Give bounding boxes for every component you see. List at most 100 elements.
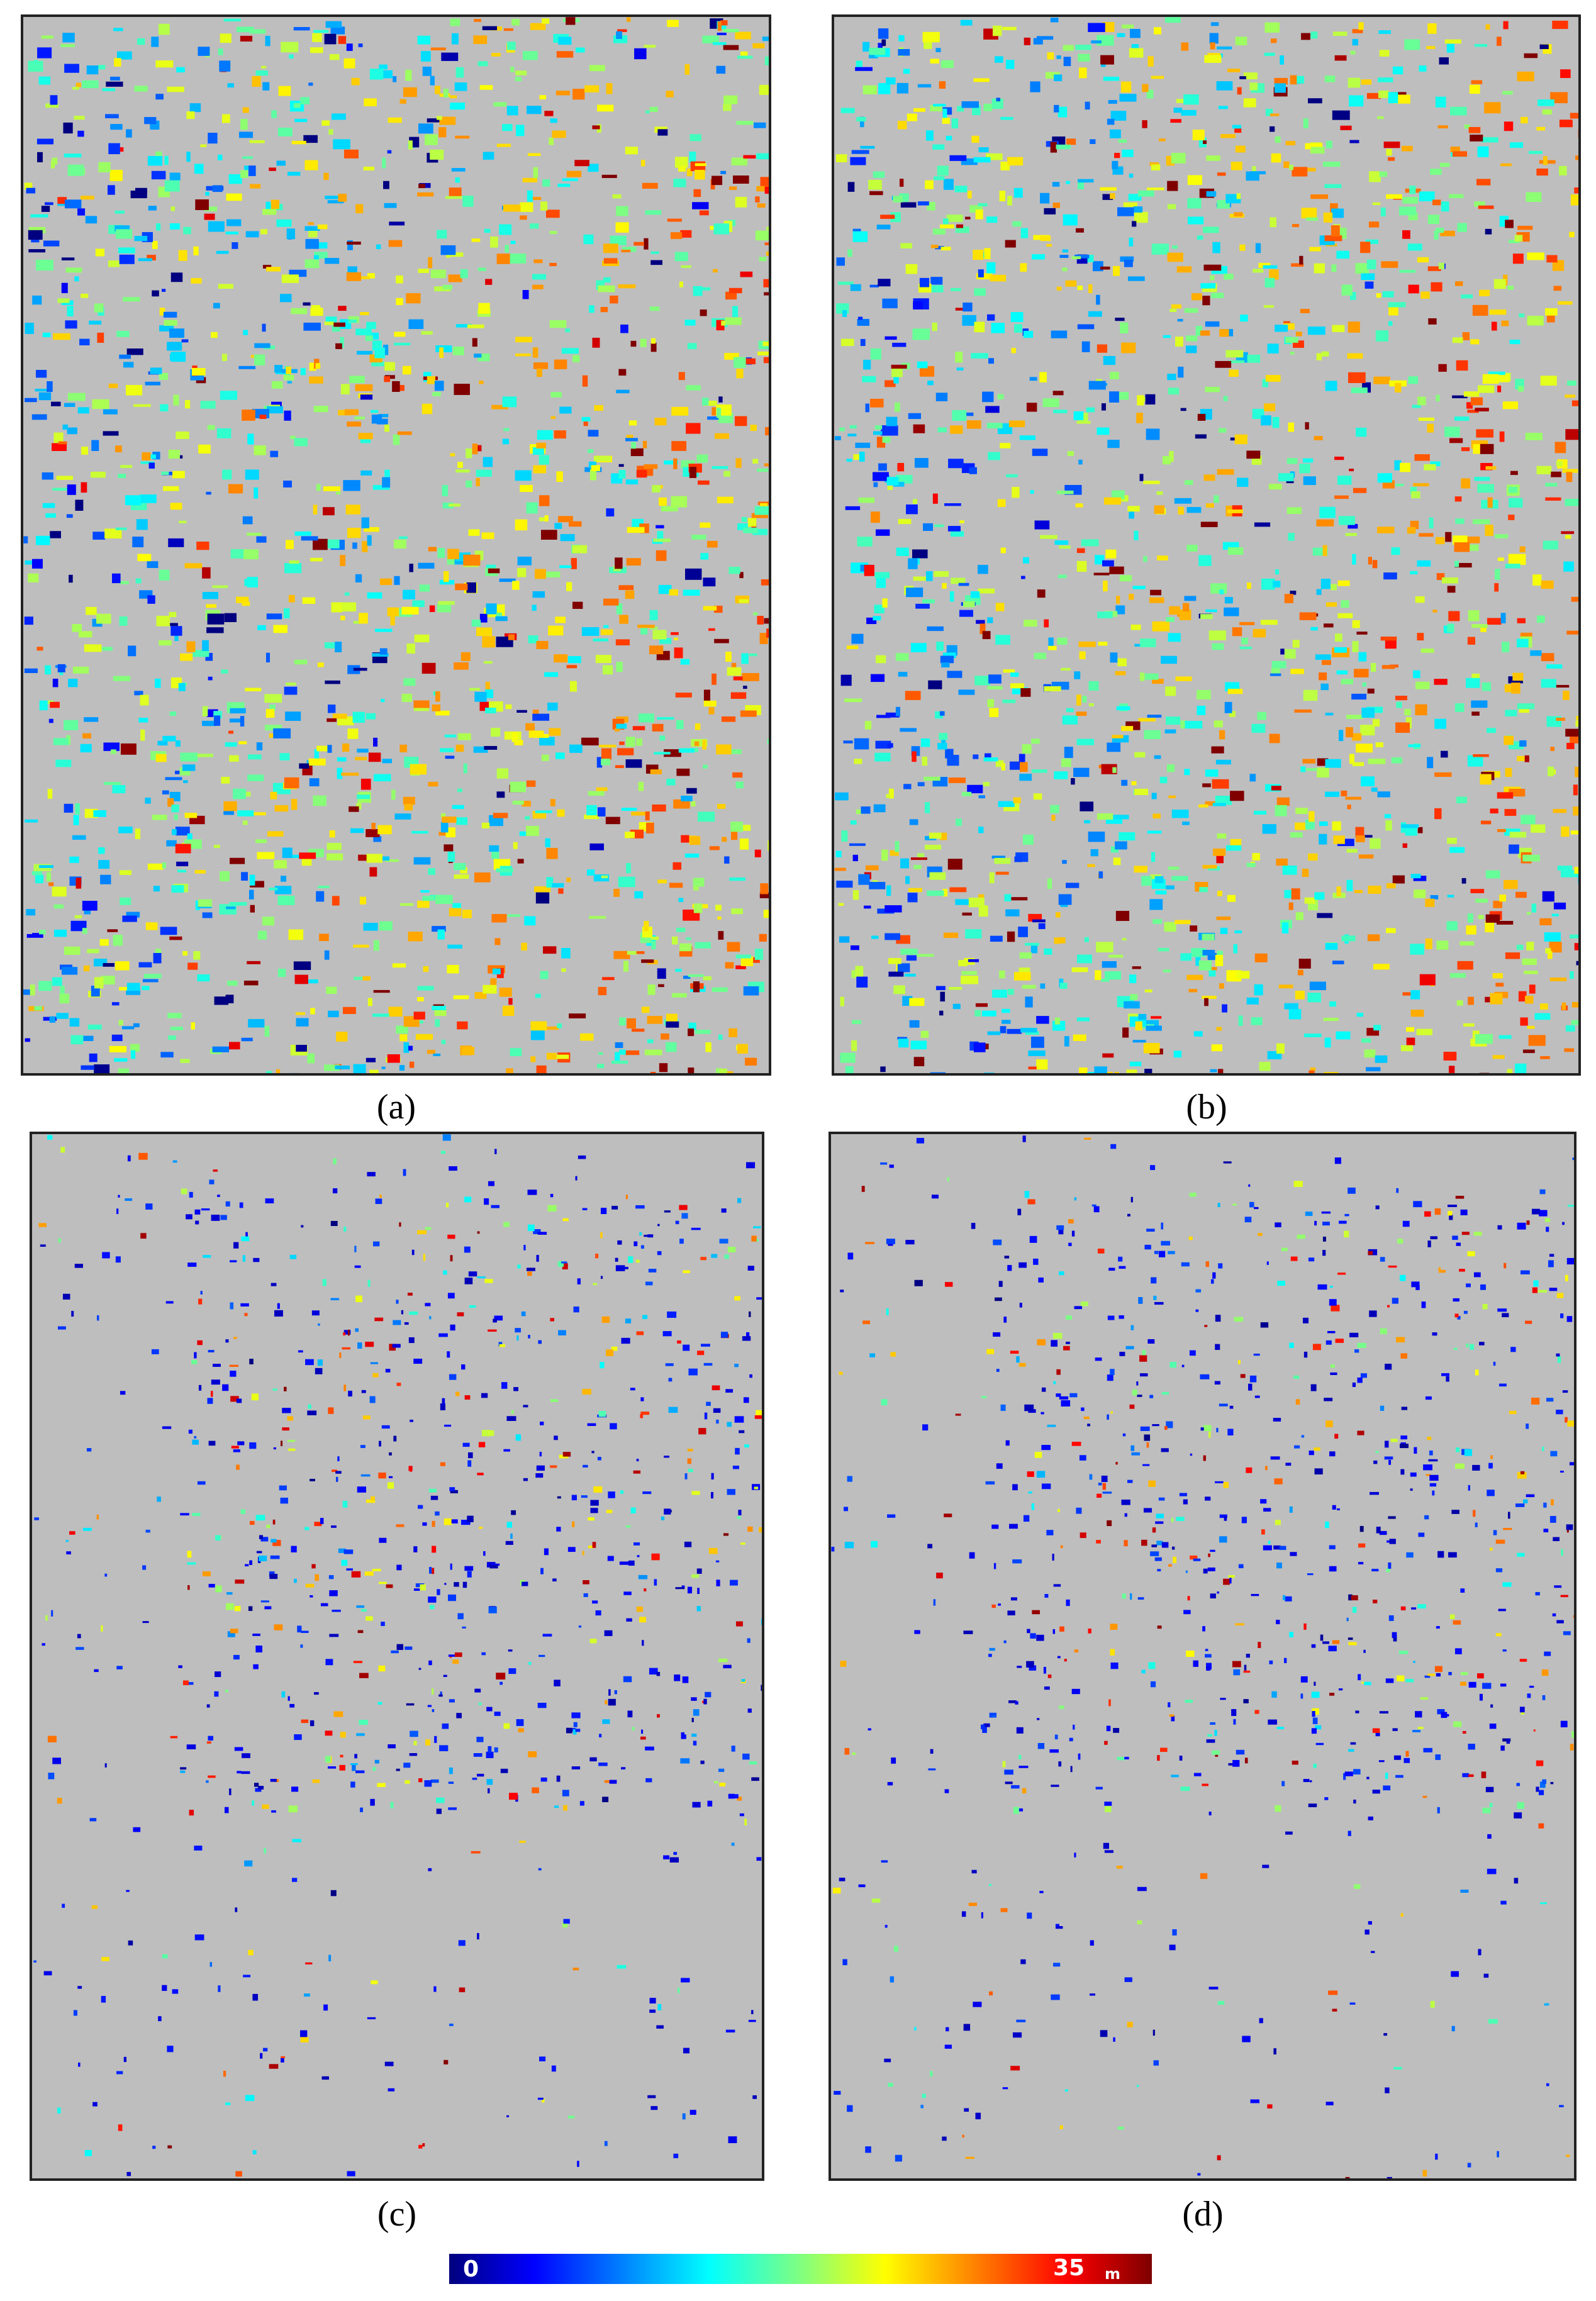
- speckle: [1293, 1375, 1300, 1379]
- speckle: [373, 940, 379, 951]
- speckle: [1529, 984, 1536, 994]
- speckle: [1505, 952, 1521, 959]
- speckle: [1415, 704, 1427, 716]
- speckle: [229, 755, 239, 762]
- speckle: [1368, 557, 1372, 565]
- speckle: [461, 1364, 466, 1370]
- speckle: [1544, 2003, 1549, 2006]
- speckle: [100, 874, 111, 884]
- speckle: [325, 680, 340, 684]
- speckle: [1485, 525, 1493, 537]
- speckle: [1187, 198, 1202, 209]
- speckle: [300, 2037, 309, 2042]
- speckle: [623, 1591, 632, 1595]
- speckle: [1029, 1235, 1037, 1243]
- speckle: [727, 1247, 736, 1252]
- speckle: [913, 108, 925, 112]
- speckle: [202, 640, 209, 651]
- speckle: [305, 1962, 313, 1964]
- speckle: [1215, 759, 1231, 765]
- speckle: [116, 2071, 123, 2075]
- speckle: [1502, 401, 1519, 410]
- speckle: [1308, 1803, 1317, 1807]
- speckle: [220, 391, 237, 400]
- speckle: [1183, 1499, 1188, 1505]
- speckle: [647, 2095, 656, 2098]
- speckle: [1197, 235, 1203, 240]
- speckle: [85, 216, 98, 224]
- speckle: [1531, 1397, 1540, 1405]
- speckle: [366, 1499, 376, 1503]
- speckle: [745, 1162, 756, 1169]
- speckle: [239, 1202, 243, 1208]
- speckle: [174, 814, 178, 820]
- speckle: [1417, 560, 1431, 567]
- speckle: [583, 421, 588, 426]
- speckle: [862, 42, 870, 52]
- speckle: [722, 837, 727, 842]
- speckle: [171, 805, 179, 813]
- speckle: [457, 462, 463, 468]
- speckle: [1217, 891, 1222, 896]
- speckle: [1210, 1722, 1215, 1725]
- speckle: [1460, 1890, 1469, 1893]
- speckle: [387, 607, 399, 616]
- speckle: [277, 127, 293, 136]
- speckle: [595, 655, 611, 664]
- speckle: [614, 1690, 617, 1695]
- speckle: [995, 760, 1004, 767]
- speckle: [942, 108, 947, 118]
- speckle: [640, 1413, 644, 1418]
- speckle: [1443, 1052, 1457, 1061]
- speckle: [202, 706, 208, 716]
- speckle: [515, 337, 532, 343]
- speckle: [856, 976, 868, 988]
- speckle: [123, 362, 134, 368]
- speckle: [1437, 1709, 1445, 1715]
- speckle: [1522, 958, 1537, 966]
- speckle: [448, 1807, 457, 1810]
- speckle: [1468, 610, 1480, 621]
- speckle: [1124, 1540, 1128, 1547]
- speckle: [1169, 451, 1174, 462]
- speckle: [764, 463, 769, 467]
- speckle: [477, 61, 488, 67]
- speckle: [900, 858, 909, 869]
- speckle: [260, 2053, 263, 2059]
- speckle: [1252, 853, 1260, 861]
- speckle: [1129, 1061, 1142, 1067]
- speckle: [434, 381, 444, 391]
- speckle: [649, 645, 664, 655]
- speckle: [158, 23, 170, 35]
- speckle: [47, 381, 53, 393]
- speckle: [1116, 706, 1130, 711]
- speckle: [115, 229, 133, 239]
- speckle: [666, 1042, 677, 1052]
- speckle: [1240, 1374, 1246, 1378]
- speckle: [152, 2146, 156, 2149]
- speckle: [873, 804, 886, 813]
- speckle: [1132, 1390, 1137, 1396]
- speckle: [200, 1291, 203, 1295]
- speckle: [448, 1654, 458, 1657]
- speckle: [371, 1980, 378, 1985]
- speckle: [399, 1065, 405, 1071]
- speckle: [929, 872, 946, 880]
- speckle: [464, 1566, 474, 1571]
- speckle: [57, 2107, 61, 2114]
- speckle: [715, 433, 729, 439]
- speckle: [574, 160, 589, 167]
- speckle: [1174, 498, 1191, 504]
- speckle: [1346, 727, 1353, 738]
- speckle: [1334, 55, 1347, 61]
- speckle: [1386, 1568, 1390, 1573]
- speckle: [114, 1058, 128, 1062]
- speckle: [303, 322, 321, 331]
- speckle: [860, 116, 864, 128]
- speckle: [50, 701, 60, 708]
- speckle: [716, 744, 732, 755]
- speckle: [212, 1046, 230, 1052]
- speckle: [169, 936, 182, 940]
- speckle: [442, 284, 452, 289]
